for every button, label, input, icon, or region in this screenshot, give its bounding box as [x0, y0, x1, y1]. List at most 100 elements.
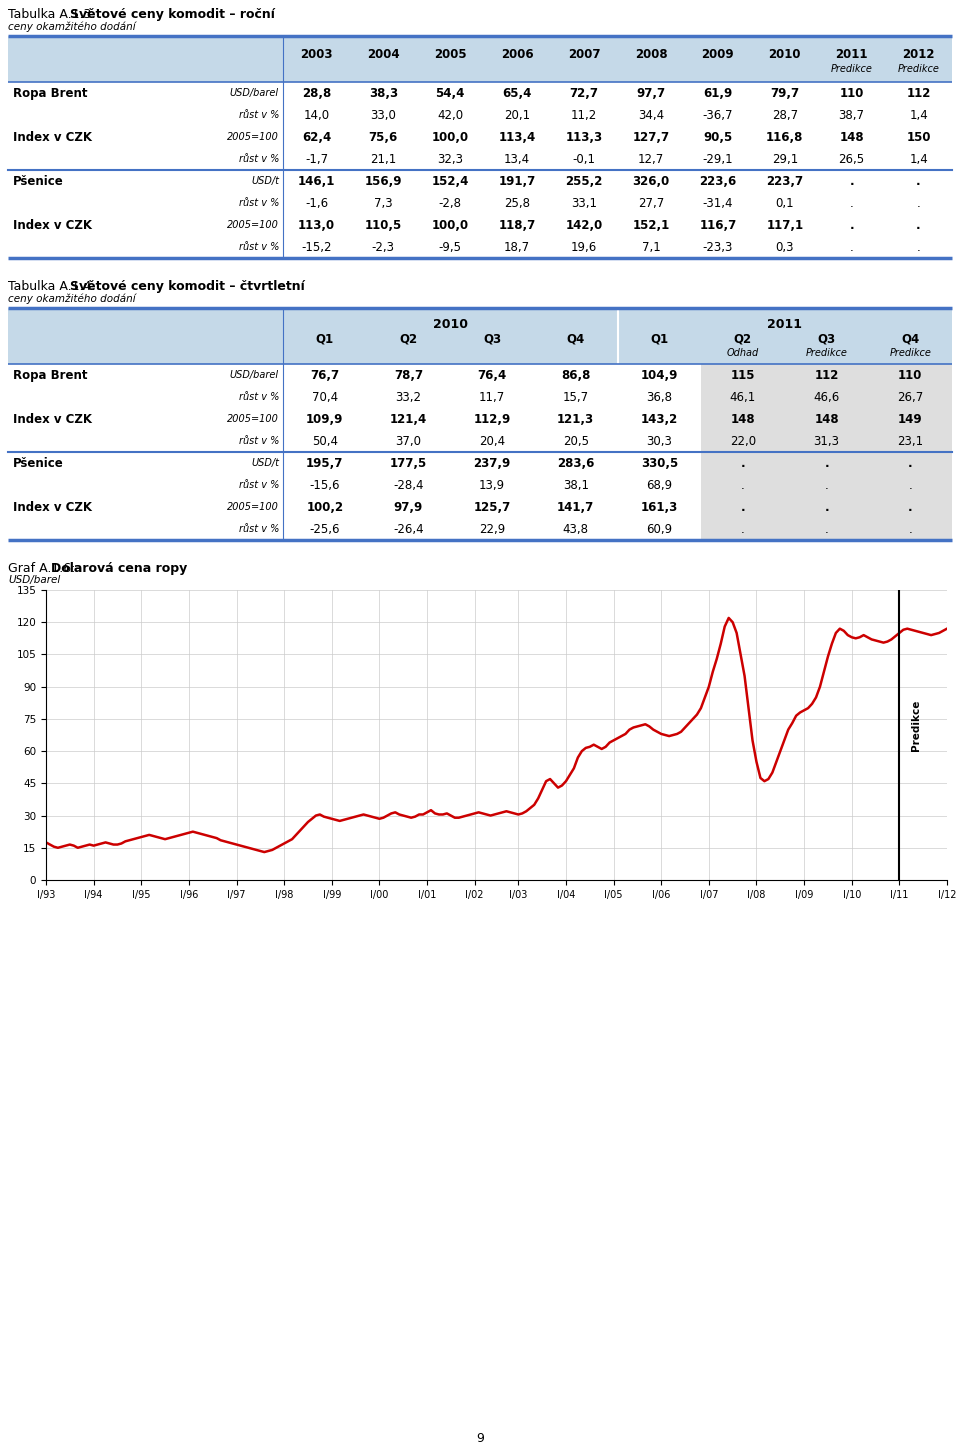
- Text: 113,0: 113,0: [298, 219, 335, 232]
- Text: 60,9: 60,9: [646, 522, 672, 535]
- Bar: [8, 170, 952, 191]
- Text: .: .: [908, 500, 913, 513]
- Text: 152,4: 152,4: [432, 174, 468, 187]
- Text: 2003: 2003: [300, 48, 333, 61]
- Text: 68,9: 68,9: [646, 478, 672, 492]
- Text: 72,7: 72,7: [569, 87, 598, 100]
- Text: 149: 149: [898, 412, 923, 425]
- Text: 11,7: 11,7: [479, 390, 505, 403]
- Text: -9,5: -9,5: [439, 241, 462, 254]
- Text: růst v %: růst v %: [239, 110, 279, 120]
- Text: .: .: [850, 241, 853, 254]
- Text: .: .: [908, 478, 912, 492]
- Text: 90,5: 90,5: [704, 130, 732, 144]
- Text: 2005=100: 2005=100: [228, 220, 279, 231]
- Bar: [701, 496, 952, 518]
- Text: 33,2: 33,2: [396, 390, 421, 403]
- Text: 46,6: 46,6: [813, 390, 840, 403]
- Text: 13,9: 13,9: [479, 478, 505, 492]
- Text: 15,7: 15,7: [563, 390, 588, 403]
- Text: -23,3: -23,3: [703, 241, 733, 254]
- Text: .: .: [740, 500, 745, 513]
- Text: -31,4: -31,4: [703, 197, 733, 209]
- Bar: [8, 148, 952, 170]
- Text: 2012: 2012: [902, 48, 935, 61]
- Text: 100,0: 100,0: [432, 130, 468, 144]
- Text: Světové ceny komodit – roční: Světové ceny komodit – roční: [70, 9, 275, 20]
- Text: 86,8: 86,8: [561, 368, 590, 381]
- Text: .: .: [850, 174, 854, 187]
- Text: Q4: Q4: [566, 332, 585, 345]
- Text: 37,0: 37,0: [396, 435, 421, 448]
- Text: 25,8: 25,8: [504, 197, 530, 209]
- Text: 113,4: 113,4: [498, 130, 536, 144]
- Bar: [701, 386, 952, 407]
- Text: 100,2: 100,2: [306, 500, 344, 513]
- Text: .: .: [917, 197, 921, 209]
- Text: Index v CZK: Index v CZK: [13, 130, 92, 144]
- Text: 29,1: 29,1: [772, 152, 798, 165]
- Text: 237,9: 237,9: [473, 457, 511, 470]
- Text: Index v CZK: Index v CZK: [13, 500, 92, 513]
- Text: 150: 150: [906, 130, 931, 144]
- Text: Ropa Brent: Ropa Brent: [13, 87, 87, 100]
- Text: .: .: [850, 197, 853, 209]
- Text: 195,7: 195,7: [306, 457, 344, 470]
- Text: -28,4: -28,4: [394, 478, 423, 492]
- Text: .: .: [740, 457, 745, 470]
- Text: růst v %: růst v %: [239, 436, 279, 447]
- Text: .: .: [741, 478, 745, 492]
- Text: Graf A.1.6:: Graf A.1.6:: [8, 563, 80, 576]
- Text: 2005=100: 2005=100: [228, 415, 279, 423]
- Text: 13,4: 13,4: [504, 152, 530, 165]
- Text: USD/barel: USD/barel: [8, 576, 60, 584]
- Text: .: .: [741, 522, 745, 535]
- Text: 2010: 2010: [433, 318, 468, 331]
- Text: 148: 148: [814, 412, 839, 425]
- Bar: [8, 407, 701, 431]
- Bar: [8, 496, 701, 518]
- Text: 54,4: 54,4: [436, 87, 465, 100]
- Text: růst v %: růst v %: [239, 199, 279, 207]
- Bar: [8, 431, 701, 452]
- Text: -2,3: -2,3: [372, 241, 395, 254]
- Text: 38,1: 38,1: [563, 478, 588, 492]
- Text: Index v CZK: Index v CZK: [13, 412, 92, 425]
- Text: 27,7: 27,7: [637, 197, 664, 209]
- Text: 50,4: 50,4: [312, 435, 338, 448]
- Text: 23,1: 23,1: [898, 435, 924, 448]
- Text: 97,9: 97,9: [394, 500, 423, 513]
- Text: .: .: [916, 174, 921, 187]
- Text: 146,1: 146,1: [298, 174, 335, 187]
- Bar: [8, 126, 952, 148]
- Text: 109,9: 109,9: [306, 412, 344, 425]
- Text: 117,1: 117,1: [766, 219, 804, 232]
- Text: 127,7: 127,7: [633, 130, 669, 144]
- Text: růst v %: růst v %: [239, 392, 279, 402]
- Text: Pšenice: Pšenice: [13, 174, 63, 187]
- Text: 78,7: 78,7: [394, 368, 423, 381]
- Text: Predikce: Predikce: [898, 64, 940, 74]
- Text: 7,1: 7,1: [641, 241, 660, 254]
- Text: Predikce: Predikce: [805, 348, 848, 358]
- Text: -15,2: -15,2: [301, 241, 332, 254]
- Text: 2005=100: 2005=100: [228, 132, 279, 142]
- Text: Predikce: Predikce: [830, 64, 873, 74]
- Text: 191,7: 191,7: [498, 174, 536, 187]
- Text: 22,9: 22,9: [479, 522, 505, 535]
- Bar: [8, 452, 701, 474]
- Text: 20,5: 20,5: [563, 435, 588, 448]
- Text: 21,1: 21,1: [371, 152, 396, 165]
- Text: 18,7: 18,7: [504, 241, 530, 254]
- Bar: [701, 407, 952, 431]
- Text: USD/barel: USD/barel: [229, 88, 279, 99]
- Text: -1,6: -1,6: [305, 197, 328, 209]
- Text: Q1: Q1: [650, 332, 668, 345]
- Text: Q4: Q4: [901, 332, 920, 345]
- Text: 255,2: 255,2: [565, 174, 603, 187]
- Bar: [8, 518, 701, 539]
- Text: 152,1: 152,1: [633, 219, 669, 232]
- Text: -36,7: -36,7: [703, 109, 733, 122]
- Text: 9: 9: [476, 1433, 484, 1446]
- Text: Q3: Q3: [818, 332, 835, 345]
